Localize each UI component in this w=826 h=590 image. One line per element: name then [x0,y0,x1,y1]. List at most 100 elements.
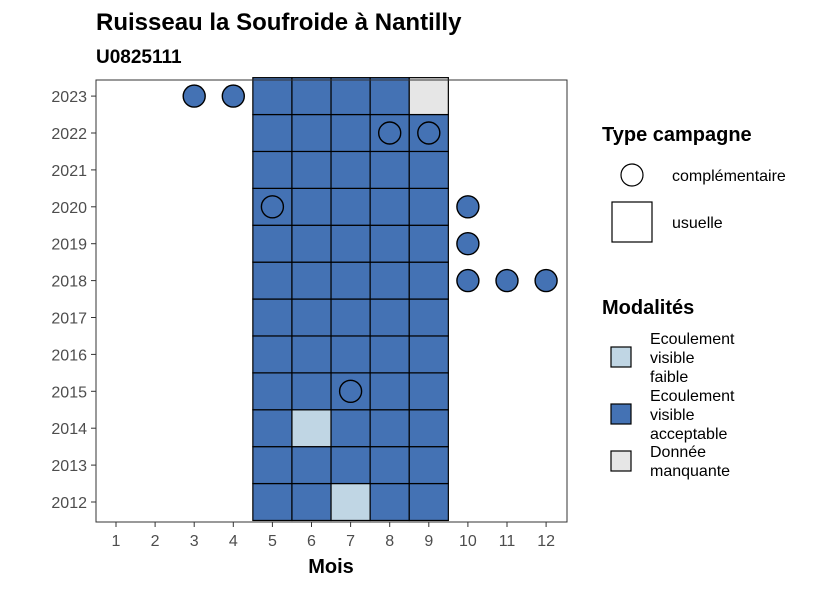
y-tick-label-2015: 2015 [51,384,87,401]
point-2015-7 [338,379,363,403]
point-2018-11 [495,268,519,293]
tile-2020-8 [369,187,410,226]
legend-swatch-acceptable [610,403,632,425]
tile-2021-6 [291,150,332,189]
y-tick-label-2020: 2020 [51,200,87,217]
tile-2022-5 [252,113,293,153]
legend-label-manquante-line1: Donnée [650,444,706,461]
plot-area [95,77,568,523]
tile-2014-7 [330,409,371,448]
legend-swatch-manquante [610,450,632,472]
tile-2017-6 [291,298,332,337]
y-tick-label-2012: 2012 [51,495,87,512]
tile-2013-7 [330,446,371,485]
x-tick-label-7: 7 [346,533,355,550]
tile-2015-5 [252,372,293,411]
tile-2013-6 [291,446,332,485]
legend-circle-marker [620,163,644,187]
tile-2023-8 [369,77,410,116]
chart-subtitle: U0825111 [96,47,182,68]
tile-2012-7 [330,482,371,522]
x-tick-label-2: 2 [151,533,160,550]
x-axis-title: Mois [308,556,354,578]
tile-2014-9 [408,409,449,448]
tile-2023-5 [252,77,293,116]
legend-label-manquante-line2: manquante [650,463,730,480]
legend-label-acceptable-line2: visible [650,407,695,424]
tile-2013-9 [408,446,449,485]
legend-label-faible-line2: visible [650,350,695,367]
tile-2019-8 [369,224,410,263]
x-tick-label-9: 9 [424,533,433,550]
y-tick-label-2022: 2022 [51,126,87,143]
tile-2012-9 [408,482,449,522]
y-tick-label-2021: 2021 [51,163,87,180]
tile-2017-5 [252,298,293,337]
legend-swatch-faible [610,346,632,368]
tile-2020-7 [330,187,371,226]
x-tick-label-8: 8 [385,533,394,550]
y-tick-label-2023: 2023 [51,89,87,106]
tile-2019-5 [252,224,293,263]
tile-2018-6 [291,261,332,300]
tile-2012-8 [369,482,410,522]
point-2022-8 [378,121,402,145]
y-tick-label-2014: 2014 [51,421,87,438]
tile-2021-8 [369,150,410,189]
tile-2012-6 [291,482,332,522]
tile-2015-9 [408,372,449,411]
tile-2014-5 [252,409,293,448]
tile-2017-9 [408,298,449,337]
legend-modalites: Modalités Ecoulement visible faible Ecou… [602,297,735,480]
tile-2015-6 [291,372,332,411]
x-tick-label-10: 10 [459,533,477,550]
tile-2013-8 [369,446,410,485]
x-tick-label-12: 12 [537,533,555,550]
y-axis: 2012 2013 2014 2015 2016 2017 2018 2019 2020 2021… [51,89,96,512]
y-tick-label-2016: 2016 [51,347,87,364]
x-tick-label-5: 5 [268,533,277,550]
legend-type-campagne: Type campagne complémentaire usuelle [602,124,786,243]
tile-2013-5 [252,446,293,485]
tile-2023-6 [291,77,332,116]
x-tick-label-4: 4 [229,533,238,550]
tile-2018-5 [252,261,293,300]
x-tick-label-6: 6 [307,533,316,550]
legend-fill-title: Modalités [602,297,694,319]
point-2023-4 [221,84,246,108]
legend-shape-title: Type campagne [602,124,752,146]
point-2020-10 [456,195,480,219]
tile-2016-5 [252,335,293,374]
tile-2016-7 [330,335,371,374]
tile-2022-6 [291,113,332,153]
legend-shape-label-usuelle: usuelle [672,215,723,232]
tile-2020-6 [291,187,332,226]
x-tick-label-3: 3 [190,533,199,550]
legend-label-acceptable-line3: acceptable [650,426,727,443]
tile-2016-9 [408,335,449,374]
x-tick-label-1: 1 [112,533,121,550]
point-2022-9 [417,121,441,145]
tile-2019-7 [330,224,371,263]
tile-2014-8 [369,409,410,448]
legend-shape-label-complementaire: complémentaire [672,168,786,185]
tile-2022-7 [330,113,371,153]
tile-2021-5 [252,150,293,189]
tiles-layer [252,77,449,522]
x-tick-label-11: 11 [499,533,516,550]
tile-2023-7 [330,77,371,116]
point-2019-10 [456,231,480,256]
y-tick-label-2017: 2017 [51,311,87,328]
tile-2012-5 [252,482,293,522]
tile-2020-9 [408,187,449,226]
tile-2017-7 [330,298,371,337]
chart-title: Ruisseau la Soufroide à Nantilly [96,9,462,36]
point-2023-3 [182,84,206,108]
circles-layer [182,84,558,403]
point-2020-5 [260,195,285,219]
legend-square-marker [611,201,653,243]
x-axis: 1 2 3 4 5 6 7 8 9 10 11 12 [112,522,555,550]
y-tick-label-2018: 2018 [51,274,87,291]
tile-2018-7 [330,261,371,300]
